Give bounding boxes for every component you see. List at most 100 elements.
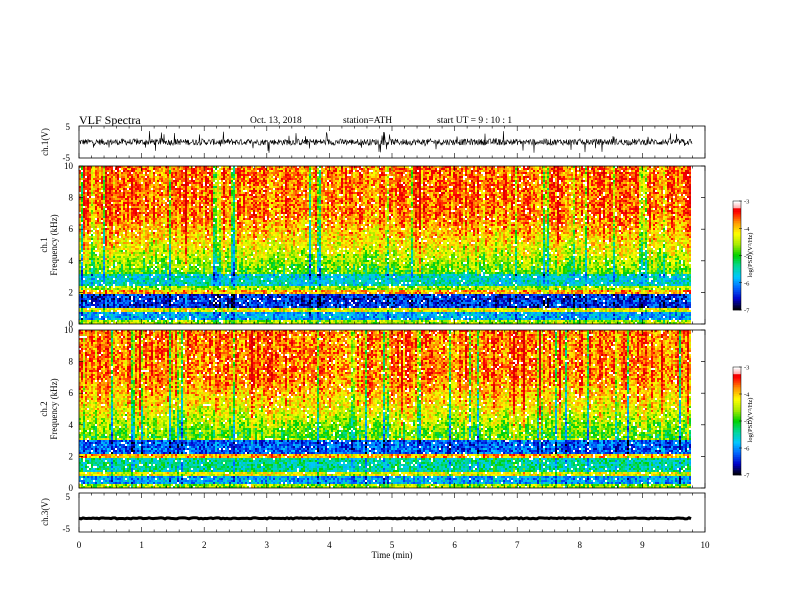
colorbar-swatch — [733, 410, 741, 413]
colorbar-swatch — [733, 462, 741, 465]
colorbar-swatch — [733, 408, 741, 411]
colorbar-tick-label: -5 — [744, 419, 749, 426]
colorbar-swatch — [733, 291, 741, 294]
ch1-spec-ylabel-line1: ch.1 — [39, 237, 49, 252]
colorbar-swatch — [733, 394, 741, 397]
colorbar-swatch — [733, 235, 741, 238]
colorbar-swatch — [733, 404, 741, 407]
colorbar-swatch — [733, 288, 741, 291]
spec-ytick-label: 2 — [69, 287, 74, 297]
colorbar-swatch — [733, 437, 741, 440]
x-tick-label: 8 — [578, 540, 583, 550]
ch1-spectrogram-panel: 0 2 4 6 8 10 ch.1 Frequency (kHz) — [39, 161, 706, 329]
colorbar-swatch — [733, 469, 741, 472]
colorbar-swatch — [733, 262, 741, 265]
colorbar-swatch — [733, 239, 741, 242]
colorbar-swatch — [733, 413, 741, 416]
colorbar-swatch — [733, 370, 741, 373]
ch2-colorbar: -3 -4 -5 -6 -7 log(PSD)(V²/Hz) — [732, 365, 754, 480]
colorbar-swatch — [733, 201, 741, 204]
colorbar-swatch — [733, 442, 741, 445]
colorbar-swatch — [733, 220, 741, 224]
x-tick-label: 9 — [640, 540, 645, 550]
start-time-label: start UT = 9 : 10 : 1 — [437, 116, 512, 126]
colorbar-swatch — [733, 464, 741, 467]
x-axis-label: Time (min) — [372, 550, 413, 560]
colorbar-swatch — [733, 377, 741, 380]
colorbar-swatch — [733, 302, 741, 305]
colorbar-swatch — [733, 433, 741, 436]
colorbar-swatch — [733, 279, 741, 282]
colorbar-swatch — [733, 388, 741, 391]
colorbar-swatch — [733, 421, 741, 424]
colorbar-swatch — [733, 444, 741, 447]
spec-ytick-label: 6 — [69, 224, 74, 234]
spec-ytick-label: 0 — [69, 483, 74, 493]
colorbar-swatch — [733, 372, 741, 375]
x-tick-label: 0 — [77, 540, 82, 550]
colorbar-swatch — [733, 253, 741, 256]
colorbar-swatch — [733, 217, 741, 220]
ch3-ytick-top: 5 — [66, 492, 71, 502]
ch1-ytick-top: 5 — [66, 122, 71, 132]
colorbar-swatch — [733, 379, 741, 382]
colorbar-swatch — [733, 304, 741, 307]
colorbar-swatch — [733, 448, 741, 451]
ch1-colorbar: -3 -4 -5 -6 -7 log(PSD)(V²/Hz) — [732, 199, 754, 315]
colorbar-swatch — [733, 381, 741, 384]
spec-ytick-label: 4 — [69, 256, 74, 266]
colorbar-swatch — [733, 431, 741, 434]
x-tick-label: 3 — [265, 540, 270, 550]
colorbar-swatch — [733, 435, 741, 438]
colorbar-swatch — [733, 449, 741, 452]
colorbar-swatch — [733, 376, 741, 379]
colorbar-swatch — [733, 257, 741, 260]
ch3-ytick-bottom: -5 — [63, 524, 71, 534]
colorbar-swatch — [733, 233, 741, 236]
colorbar-swatch — [733, 467, 741, 470]
ch1-waveform-line — [78, 130, 693, 153]
colorbar-swatch — [733, 308, 741, 311]
colorbar-swatch — [733, 280, 741, 284]
spec-ytick-label: 10 — [64, 161, 74, 171]
colorbar-swatch — [733, 401, 741, 404]
colorbar-swatch — [733, 417, 741, 420]
colorbar-swatch — [733, 202, 741, 205]
colorbar-tick-label: -6 — [744, 280, 750, 287]
colorbar-swatch — [733, 415, 741, 418]
colorbar-tick-label: -7 — [744, 308, 750, 315]
colorbar-swatch — [733, 228, 741, 231]
colorbar-swatch — [733, 392, 741, 395]
x-tick-label: 10 — [701, 540, 711, 550]
colorbar-swatch — [733, 215, 741, 218]
colorbar-swatch — [733, 282, 741, 285]
colorbar-swatch — [733, 259, 741, 262]
spec-ytick-label: 4 — [69, 420, 74, 430]
colorbar-tick-label: -6 — [744, 446, 750, 453]
colorbar-swatch — [733, 399, 741, 402]
colorbar-swatch — [733, 306, 741, 309]
colorbar-swatch — [733, 466, 741, 469]
time-x-axis: 0 1 2 3 4 5 6 7 8 9 10 — [77, 540, 710, 550]
spec-ytick-label: 2 — [69, 451, 74, 461]
colorbar-swatch — [733, 211, 741, 215]
colorbar-swatch — [733, 367, 741, 370]
spec-ytick-label: 8 — [69, 193, 74, 203]
colorbar-swatch — [733, 299, 741, 302]
colorbar-swatch — [733, 286, 741, 289]
spec-ytick-label: 8 — [69, 357, 74, 367]
colorbar-swatch — [733, 440, 741, 443]
colorbar-tick-label: -3 — [744, 199, 749, 206]
ch2-spec-ylabel-line2: Frequency (kHz) — [49, 378, 59, 439]
ch3-waveform-line — [78, 516, 692, 521]
colorbar-swatch — [733, 266, 741, 269]
colorbar-swatch — [733, 453, 741, 456]
colorbar-swatch — [733, 368, 741, 371]
colorbar-swatch — [733, 412, 741, 415]
colorbar-swatch — [733, 284, 741, 287]
colorbar-swatch — [733, 455, 741, 458]
colorbar-swatch — [733, 246, 741, 249]
colorbar-tick-label: -3 — [744, 365, 749, 372]
date-label: Oct. 13, 2018 — [250, 116, 302, 126]
colorbar-swatch — [733, 204, 741, 207]
